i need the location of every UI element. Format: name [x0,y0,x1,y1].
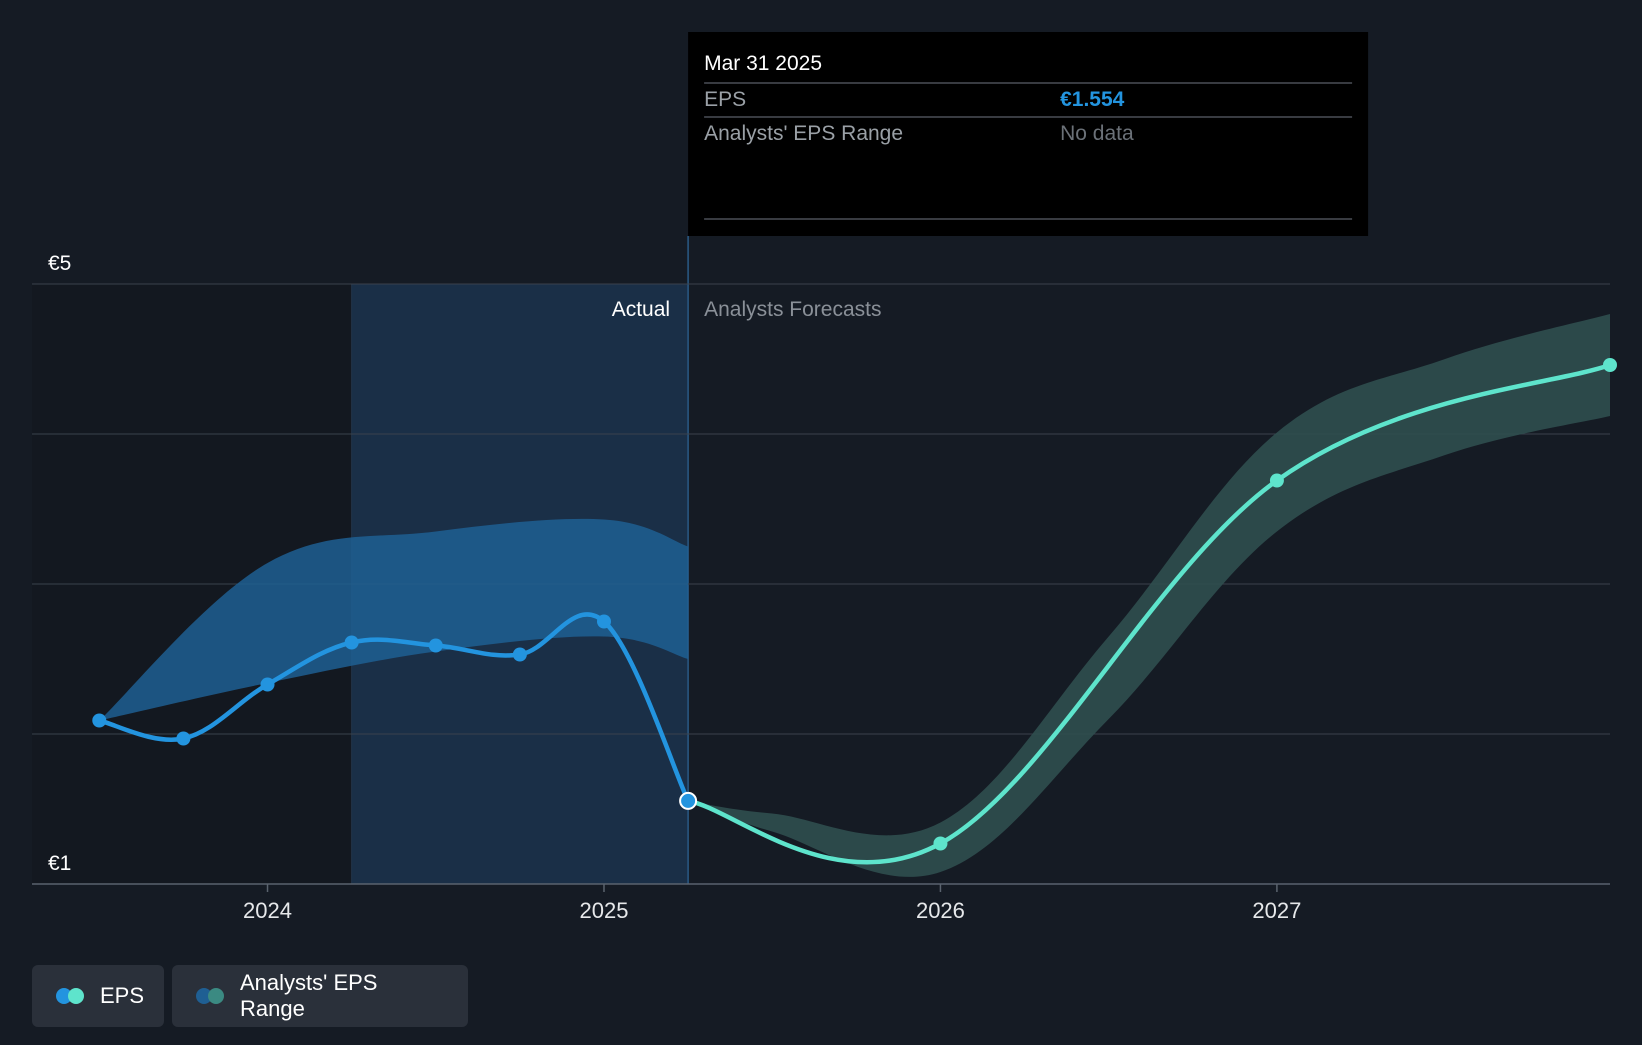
x-tick-label: 2026 [916,898,965,923]
legend-eps-button[interactable]: EPS [32,965,164,1027]
eps-point-actual [344,635,359,650]
forecast-section-label: Analysts Forecasts [704,298,881,321]
eps-point-actual [176,731,191,746]
tooltip-eps-label: EPS [704,88,746,111]
eps-range-area-actual [99,518,689,721]
tooltip-range-value: No data [1060,122,1134,145]
legend-eps-label: EPS [100,983,145,1008]
eps-point-actual [428,638,443,653]
tooltip-box [688,32,1369,236]
y-tick-label: €5 [48,252,71,275]
eps-point-actual [512,647,527,662]
eps-point-highlighted [679,791,698,810]
eps-point-actual [596,614,611,629]
eps-point-forecast [1603,358,1617,372]
x-tick-label: 2024 [243,898,292,923]
x-tick-label: 2027 [1252,898,1301,923]
eps-point-forecast [933,836,948,851]
legend-range-label: Analysts' EPS Range [240,970,378,1021]
eps-swatch-icon [56,988,86,1004]
eps-range-area-forecast [688,314,1610,877]
range-swatch-icon [196,988,226,1004]
eps-point-actual [92,713,107,728]
y-tick-label: €1 [48,852,71,875]
eps-point-forecast [1269,473,1284,488]
eps-line-forecast [685,362,1613,865]
x-tick-label: 2025 [580,898,629,923]
tooltip-range-label: Analysts' EPS Range [704,122,903,145]
tooltip-date: Mar 31 2025 [704,52,822,75]
eps-point-actual [260,677,275,692]
tooltip-eps-value: €1.554 [1060,88,1125,111]
actual-section-label: Actual [612,298,670,321]
legend-analysts-range-button[interactable]: Analysts' EPS Range [172,965,468,1027]
